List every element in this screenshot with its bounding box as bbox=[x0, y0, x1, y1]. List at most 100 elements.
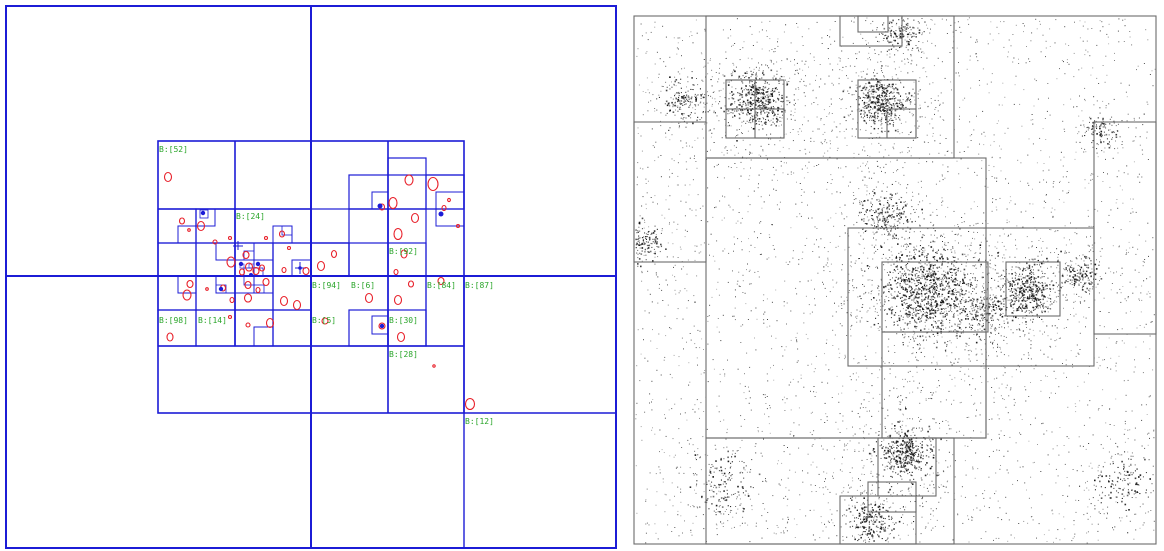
particle-dot bbox=[711, 132, 713, 134]
particle-dot bbox=[890, 161, 891, 163]
particle-dot bbox=[937, 267, 939, 269]
particle-dot bbox=[965, 290, 967, 292]
particle-dot bbox=[671, 408, 673, 410]
particle-dot bbox=[801, 130, 802, 132]
particle-dot bbox=[704, 454, 706, 456]
particle-dot bbox=[761, 102, 763, 104]
particle-dot bbox=[824, 141, 826, 143]
particle-dot bbox=[1142, 265, 1144, 267]
particle-dot bbox=[964, 301, 966, 303]
particle-dot bbox=[999, 157, 1001, 159]
particle-dot bbox=[947, 296, 950, 298]
particle-dot bbox=[922, 308, 924, 311]
particle-dot bbox=[777, 41, 778, 43]
particle-dot bbox=[914, 319, 916, 321]
particle-dot bbox=[916, 343, 918, 345]
particle-dot bbox=[923, 268, 925, 271]
particle-dot bbox=[896, 88, 899, 91]
particle-dot bbox=[756, 75, 758, 77]
particle-dot bbox=[873, 323, 876, 326]
particle-dot bbox=[785, 487, 787, 489]
particle-dot bbox=[929, 311, 931, 313]
particle-circle bbox=[455, 223, 461, 229]
particle-dot bbox=[950, 361, 951, 363]
particle-dot bbox=[1098, 83, 1100, 84]
particle-dot bbox=[833, 121, 835, 123]
particle-dot bbox=[659, 429, 661, 431]
particle-dot bbox=[959, 320, 960, 322]
particle-dot bbox=[891, 297, 893, 299]
particle-dot bbox=[766, 481, 768, 483]
particle-dot bbox=[893, 450, 895, 452]
particle-dot bbox=[768, 93, 770, 95]
particle-dot bbox=[1145, 404, 1147, 406]
particle-dot bbox=[910, 304, 912, 306]
particle-dot bbox=[1099, 30, 1101, 32]
particle-dot bbox=[655, 473, 657, 475]
particle-dot bbox=[974, 277, 976, 279]
particle-dot bbox=[879, 326, 881, 328]
particle-dot bbox=[755, 78, 757, 80]
particle-dot bbox=[847, 77, 849, 79]
particle-dot bbox=[866, 187, 868, 188]
particle-dot bbox=[1000, 278, 1002, 280]
particle-dot bbox=[961, 263, 963, 265]
particle-dot bbox=[677, 42, 679, 44]
particle-dot bbox=[923, 369, 925, 371]
particle-dot bbox=[769, 95, 771, 97]
particle-dot bbox=[771, 301, 773, 303]
particle-dot bbox=[919, 266, 921, 268]
particle-dot bbox=[883, 361, 884, 363]
particle-dot bbox=[790, 114, 792, 116]
particle-dot bbox=[1122, 19, 1124, 21]
particle-dot bbox=[953, 210, 955, 212]
particle-dot bbox=[894, 68, 896, 70]
particle-dot bbox=[723, 111, 725, 113]
particle-dot bbox=[730, 104, 732, 106]
particle-dot bbox=[921, 277, 923, 279]
particle-dot bbox=[947, 150, 949, 152]
particle-dot bbox=[885, 92, 887, 94]
particle-dot bbox=[1019, 466, 1021, 468]
particle-dot bbox=[870, 509, 872, 511]
particle-dot bbox=[1127, 173, 1129, 175]
particle-dot bbox=[1030, 424, 1032, 426]
particle-dot bbox=[934, 140, 936, 142]
particle-dot bbox=[852, 290, 854, 292]
particle-dot bbox=[751, 103, 752, 105]
particle-dot bbox=[790, 118, 792, 120]
particle-dot bbox=[932, 295, 934, 298]
particle-dot bbox=[1105, 105, 1107, 107]
particle-dot bbox=[1060, 159, 1062, 161]
particle-dot bbox=[772, 166, 774, 168]
particle-dot bbox=[641, 35, 643, 37]
particle-dot bbox=[950, 268, 953, 270]
particle-dot bbox=[702, 436, 704, 438]
particle-dot bbox=[1118, 18, 1120, 20]
particle-dot bbox=[870, 102, 872, 104]
particle-dot bbox=[983, 363, 985, 365]
particle-dot bbox=[733, 69, 735, 71]
particle-dot bbox=[863, 110, 865, 112]
particle-dot bbox=[778, 109, 779, 111]
particle-dot bbox=[1073, 520, 1075, 522]
particle-dot bbox=[745, 93, 747, 96]
particle-dot bbox=[863, 119, 866, 122]
particle-dot bbox=[739, 95, 741, 97]
particle-dot bbox=[760, 110, 762, 112]
particle-dot bbox=[946, 312, 948, 314]
particle-dot bbox=[867, 257, 869, 259]
particle-dot bbox=[740, 425, 742, 427]
particle-dot bbox=[909, 251, 911, 253]
particle-dot bbox=[701, 338, 703, 340]
particle-dot bbox=[1072, 366, 1074, 368]
particle-dot bbox=[905, 313, 908, 315]
particle-dot bbox=[789, 433, 791, 435]
particle-dot bbox=[904, 378, 906, 380]
particle-dot bbox=[951, 298, 953, 300]
particle-dot bbox=[927, 253, 929, 255]
node-label: B:[5] bbox=[312, 316, 336, 325]
particle-dot bbox=[1029, 61, 1031, 62]
particle-dot bbox=[996, 177, 998, 179]
quadtree-grid bbox=[5, 5, 617, 549]
